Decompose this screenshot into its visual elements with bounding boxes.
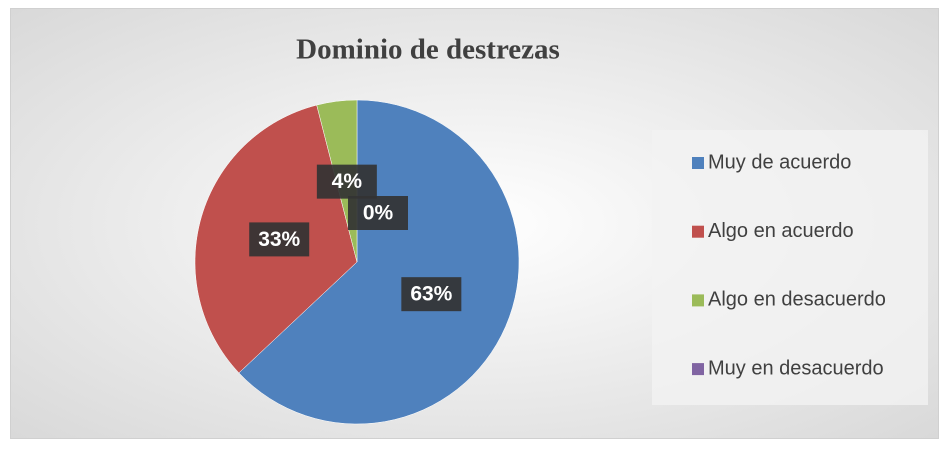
pie (194, 99, 520, 425)
legend-swatch (692, 225, 704, 238)
data-labels: 63% 33% 4%0% (249, 164, 462, 312)
data-label-box (316, 164, 377, 199)
legend: Muy de acuerdo Algo en acuerdo Algo en des… (692, 151, 886, 379)
data-label: 33% (258, 228, 300, 251)
legend-swatch (692, 363, 704, 376)
legend-swatch (692, 157, 704, 169)
data-label: 63% (410, 283, 452, 306)
legend-label: Algo en desacuerdo (708, 289, 886, 311)
pie-slice (238, 99, 520, 425)
data-label-box (249, 222, 310, 257)
chart-title: Dominio de destrezas (296, 34, 560, 66)
data-label: 4% (332, 170, 363, 193)
legend-swatch (692, 294, 704, 307)
data-label: 0% (363, 202, 394, 225)
data-label-box (348, 196, 408, 230)
legend-box (652, 130, 928, 405)
data-label-box (401, 277, 462, 312)
legend-label: Muy en desacuerdo (708, 357, 884, 379)
legend-label: Muy de acuerdo (708, 151, 851, 173)
legend-label: Algo en acuerdo (708, 220, 854, 242)
